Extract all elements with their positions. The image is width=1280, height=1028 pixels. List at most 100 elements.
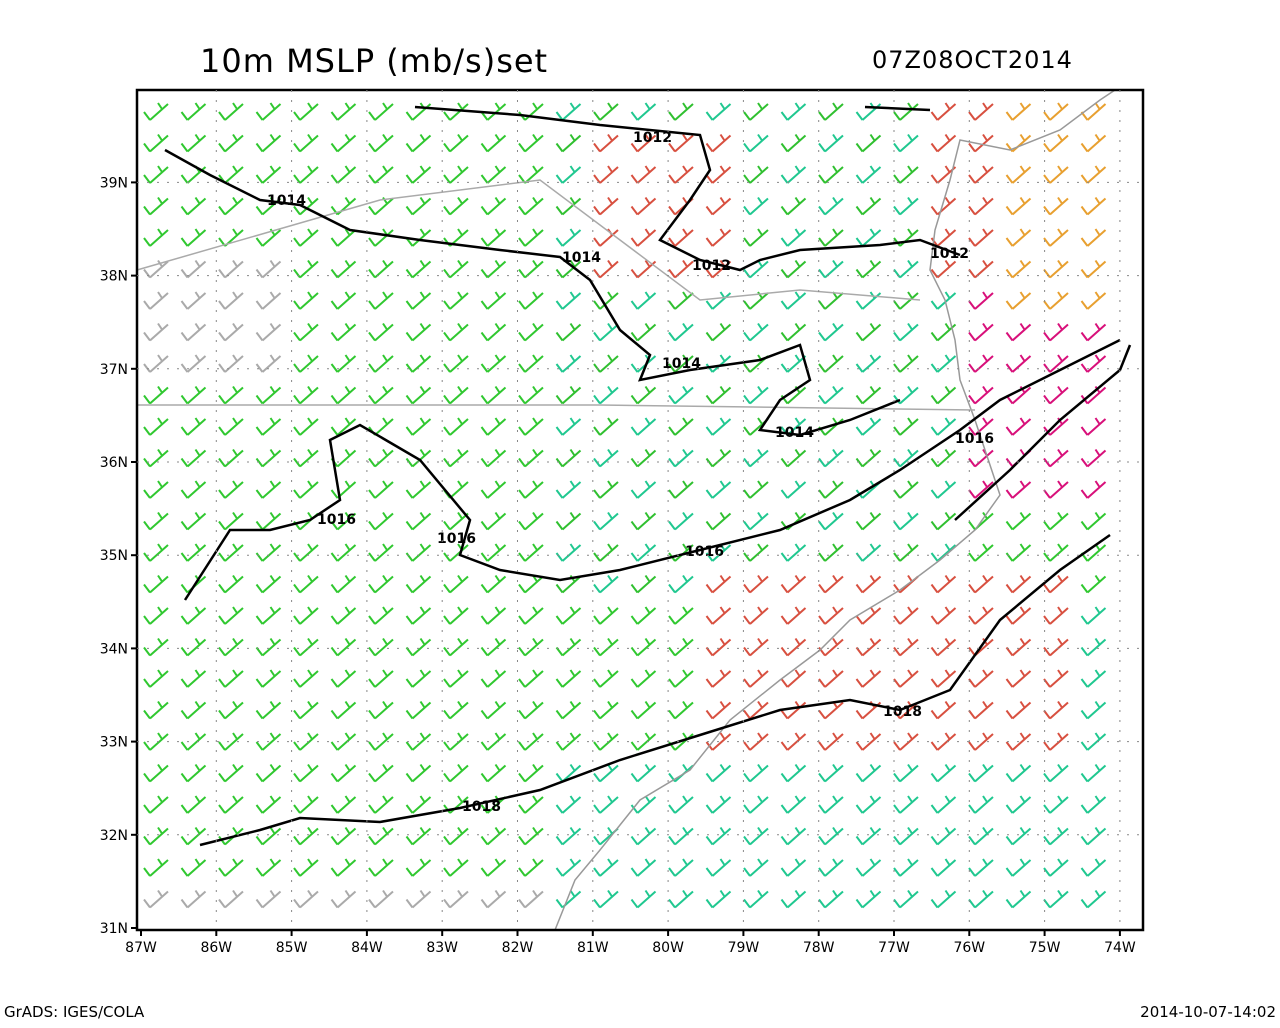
wind-barb [593, 259, 619, 279]
wind-barb [330, 606, 357, 625]
wind-barb [218, 669, 244, 688]
wind-barb [480, 574, 507, 594]
wind-barb [218, 480, 244, 499]
wind-barb [855, 228, 882, 247]
wind-barb [705, 795, 732, 814]
wind-barb [855, 385, 882, 405]
wind-barb [218, 700, 244, 720]
wind-barb [705, 669, 732, 688]
wind-barb [930, 795, 957, 814]
wind-barb [293, 259, 319, 279]
wind-barb [480, 165, 507, 184]
wind-barb [443, 133, 469, 153]
wind-barb [368, 196, 394, 216]
wind-barb [705, 291, 732, 310]
wind-barb [405, 637, 432, 657]
wind-barb [780, 574, 807, 594]
wind-barb [143, 354, 169, 373]
wind-barb [930, 102, 957, 121]
wind-barb [930, 889, 957, 909]
wind-barb [818, 133, 844, 153]
wind-barb [1043, 574, 1069, 594]
wind-barb [143, 480, 169, 499]
wind-barb [518, 763, 544, 783]
wind-barb [630, 606, 657, 625]
wind-barb [405, 763, 432, 783]
wind-barb [893, 511, 919, 531]
wind-barb [405, 448, 432, 468]
wind-barb [368, 133, 394, 153]
wind-barb [443, 480, 469, 499]
wind-barb [293, 102, 319, 121]
wind-barb [630, 669, 657, 688]
wind-barb [668, 669, 694, 688]
wind-barb [593, 102, 619, 121]
isobar-label: 1016 [955, 431, 994, 447]
wind-barb [705, 606, 732, 625]
wind-barb [255, 511, 282, 531]
x-tick-label: 82W [502, 940, 534, 956]
y-tick-label: 37N [100, 362, 128, 378]
isobar-label: 1018 [462, 799, 501, 815]
wind-barb [743, 480, 769, 499]
wind-barb [893, 385, 919, 405]
wind-barb [330, 165, 357, 184]
wind-barb [893, 637, 919, 657]
wind-barb [1043, 511, 1069, 531]
wind-barb [330, 795, 357, 814]
wind-barb [405, 354, 432, 373]
wind-barb [518, 228, 544, 247]
wind-barb [555, 826, 582, 846]
wind-barb [480, 606, 507, 625]
isobar-label: 1016 [317, 512, 356, 528]
wind-barb [480, 889, 507, 909]
wind-barb [668, 606, 694, 625]
wind-barb [555, 165, 582, 184]
wind-barb [1005, 574, 1032, 594]
wind-barb [1080, 354, 1107, 373]
wind-barb [630, 228, 657, 247]
wind-barb [143, 291, 169, 310]
wind-barb [668, 102, 694, 121]
wind-barb [518, 480, 544, 499]
wind-barb [1043, 228, 1069, 247]
wind-barb [630, 480, 657, 499]
wind-barb [330, 133, 357, 153]
isobar-label: 1016 [685, 544, 724, 560]
wind-barb [555, 763, 582, 783]
wind-barb [218, 511, 244, 531]
wind-barb [855, 133, 882, 153]
x-tick-label: 74W [1104, 940, 1136, 956]
wind-barb [443, 669, 469, 688]
wind-barb [705, 165, 732, 184]
wind-barb [180, 511, 207, 531]
wind-barb [1043, 889, 1069, 909]
wind-barb [968, 669, 994, 688]
wind-barb [818, 606, 844, 625]
wind-barb [218, 102, 244, 121]
wind-barb [1005, 732, 1032, 751]
wind-barb [180, 669, 207, 688]
wind-barb [443, 385, 469, 405]
wind-barb [1043, 385, 1069, 405]
x-tick-label: 87W [125, 940, 157, 956]
wind-barb [668, 763, 694, 783]
wind-barb [855, 354, 882, 373]
wind-barb [1080, 700, 1107, 720]
wind-barb [255, 795, 282, 814]
wind-barb [780, 606, 807, 625]
wind-barb [818, 354, 844, 373]
wind-barb [293, 700, 319, 720]
wind-barb [1005, 606, 1032, 625]
wind-barb [405, 606, 432, 625]
wind-barb [143, 574, 169, 594]
wind-barb [668, 480, 694, 499]
wind-barb [368, 291, 394, 310]
wind-barb [893, 417, 919, 436]
wind-barb [1005, 637, 1032, 657]
wind-barb [443, 889, 469, 909]
isobar-label: 1012 [692, 258, 731, 274]
wind-barb [593, 543, 619, 562]
wind-barb [293, 889, 319, 909]
wind-barb [255, 637, 282, 657]
